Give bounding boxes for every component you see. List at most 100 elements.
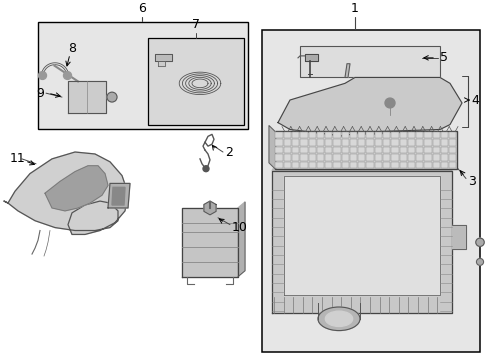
FancyBboxPatch shape: [382, 162, 389, 168]
FancyBboxPatch shape: [415, 154, 423, 161]
FancyBboxPatch shape: [308, 132, 315, 138]
FancyBboxPatch shape: [325, 139, 332, 146]
FancyBboxPatch shape: [291, 139, 299, 146]
FancyBboxPatch shape: [358, 147, 365, 153]
FancyBboxPatch shape: [325, 162, 332, 168]
FancyBboxPatch shape: [432, 132, 439, 138]
FancyBboxPatch shape: [390, 162, 398, 168]
Polygon shape: [271, 171, 451, 313]
Circle shape: [203, 166, 208, 172]
FancyBboxPatch shape: [366, 162, 373, 168]
FancyBboxPatch shape: [283, 147, 290, 153]
FancyBboxPatch shape: [275, 154, 282, 161]
Polygon shape: [238, 202, 244, 276]
FancyBboxPatch shape: [262, 30, 479, 352]
FancyBboxPatch shape: [341, 154, 348, 161]
FancyBboxPatch shape: [283, 154, 290, 161]
Text: 6: 6: [138, 2, 145, 15]
FancyBboxPatch shape: [432, 154, 439, 161]
FancyBboxPatch shape: [440, 139, 447, 146]
FancyBboxPatch shape: [283, 139, 290, 146]
FancyBboxPatch shape: [274, 131, 456, 169]
FancyBboxPatch shape: [374, 154, 381, 161]
Polygon shape: [268, 126, 274, 169]
FancyBboxPatch shape: [358, 162, 365, 168]
FancyBboxPatch shape: [333, 154, 340, 161]
FancyBboxPatch shape: [407, 162, 414, 168]
FancyBboxPatch shape: [316, 139, 324, 146]
FancyBboxPatch shape: [341, 147, 348, 153]
FancyBboxPatch shape: [341, 162, 348, 168]
Polygon shape: [4, 152, 128, 234]
Ellipse shape: [317, 307, 359, 330]
Text: 4: 4: [470, 94, 478, 107]
FancyBboxPatch shape: [300, 154, 307, 161]
FancyBboxPatch shape: [415, 132, 423, 138]
Circle shape: [39, 72, 46, 80]
FancyBboxPatch shape: [399, 162, 406, 168]
FancyBboxPatch shape: [382, 139, 389, 146]
FancyBboxPatch shape: [399, 139, 406, 146]
FancyBboxPatch shape: [366, 139, 373, 146]
Circle shape: [384, 98, 394, 108]
Polygon shape: [112, 187, 125, 205]
FancyBboxPatch shape: [415, 147, 423, 153]
FancyBboxPatch shape: [333, 139, 340, 146]
Text: 5: 5: [439, 51, 447, 64]
FancyBboxPatch shape: [432, 147, 439, 153]
FancyBboxPatch shape: [291, 132, 299, 138]
FancyBboxPatch shape: [308, 154, 315, 161]
FancyBboxPatch shape: [316, 147, 324, 153]
Polygon shape: [203, 201, 216, 215]
Text: 10: 10: [231, 221, 247, 234]
FancyBboxPatch shape: [440, 132, 447, 138]
Polygon shape: [278, 77, 461, 136]
FancyBboxPatch shape: [366, 147, 373, 153]
FancyBboxPatch shape: [325, 147, 332, 153]
FancyBboxPatch shape: [316, 162, 324, 168]
FancyBboxPatch shape: [440, 147, 447, 153]
FancyBboxPatch shape: [448, 154, 456, 161]
FancyBboxPatch shape: [374, 132, 381, 138]
Polygon shape: [45, 166, 108, 211]
FancyBboxPatch shape: [299, 46, 439, 77]
FancyBboxPatch shape: [291, 154, 299, 161]
Polygon shape: [108, 184, 130, 208]
FancyBboxPatch shape: [448, 132, 456, 138]
Polygon shape: [155, 54, 172, 61]
FancyBboxPatch shape: [291, 162, 299, 168]
FancyBboxPatch shape: [316, 154, 324, 161]
FancyBboxPatch shape: [424, 147, 431, 153]
FancyBboxPatch shape: [448, 147, 456, 153]
FancyBboxPatch shape: [325, 154, 332, 161]
FancyBboxPatch shape: [291, 147, 299, 153]
FancyBboxPatch shape: [300, 139, 307, 146]
FancyBboxPatch shape: [399, 132, 406, 138]
FancyBboxPatch shape: [432, 139, 439, 146]
Text: 2: 2: [224, 145, 232, 158]
FancyBboxPatch shape: [424, 132, 431, 138]
FancyBboxPatch shape: [448, 162, 456, 168]
Circle shape: [107, 92, 117, 102]
FancyBboxPatch shape: [382, 154, 389, 161]
FancyBboxPatch shape: [432, 162, 439, 168]
Circle shape: [475, 258, 483, 265]
Polygon shape: [182, 208, 238, 276]
FancyBboxPatch shape: [390, 147, 398, 153]
FancyBboxPatch shape: [283, 162, 290, 168]
Text: 11: 11: [10, 152, 26, 165]
FancyBboxPatch shape: [325, 132, 332, 138]
FancyBboxPatch shape: [341, 132, 348, 138]
FancyBboxPatch shape: [407, 154, 414, 161]
FancyBboxPatch shape: [349, 132, 357, 138]
FancyBboxPatch shape: [390, 139, 398, 146]
FancyBboxPatch shape: [349, 154, 357, 161]
FancyBboxPatch shape: [382, 147, 389, 153]
FancyBboxPatch shape: [333, 147, 340, 153]
FancyBboxPatch shape: [424, 154, 431, 161]
Polygon shape: [345, 64, 349, 77]
FancyBboxPatch shape: [382, 132, 389, 138]
FancyBboxPatch shape: [333, 162, 340, 168]
Circle shape: [63, 72, 71, 80]
Circle shape: [475, 238, 483, 246]
